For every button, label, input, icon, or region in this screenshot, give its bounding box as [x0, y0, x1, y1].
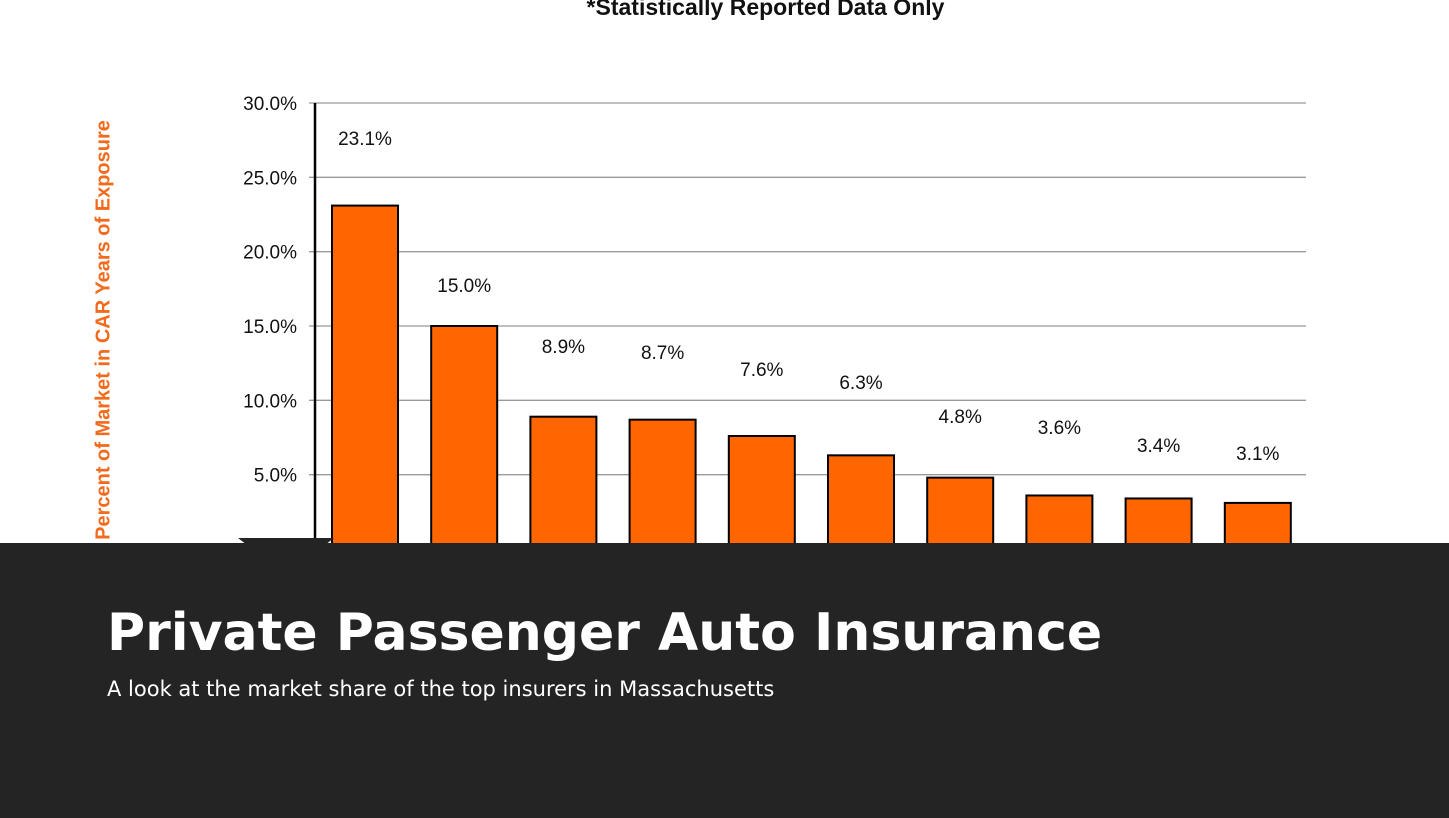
y-tick-label: 20.0% [243, 243, 297, 264]
bar [1124, 497, 1193, 551]
y-tick-label: 15.0% [243, 317, 297, 338]
caption-panel [0, 543, 1449, 818]
chart-note: *Statistically Reported Data Only [586, 0, 945, 20]
data-label: 23.1% [338, 129, 392, 150]
caption-pointer [238, 538, 334, 575]
bar [430, 325, 499, 550]
bars [331, 204, 1292, 551]
y-tick-label: 10.0% [243, 391, 297, 412]
data-label: 4.8% [939, 407, 982, 428]
bar [1223, 501, 1292, 550]
bar [331, 204, 399, 551]
bar [827, 454, 895, 550]
bar [628, 418, 697, 550]
data-label: 8.9% [542, 337, 585, 358]
data-label: 3.4% [1137, 436, 1180, 457]
y-tick-label: 30.0% [243, 94, 297, 115]
data-label: 6.3% [839, 373, 882, 394]
data-label: 8.7% [641, 343, 684, 364]
y-axis-label: Percent of Market in CAR Years of Exposu… [92, 120, 115, 540]
y-tick-label: 5.0% [254, 466, 297, 487]
bar [1025, 494, 1094, 551]
bar [926, 476, 995, 551]
page-title: Private Passenger Auto Insurance [107, 603, 1103, 663]
bar [529, 415, 598, 551]
data-labels: 23.1% 15.0% 8.9% 8.7% 7.6% 6.3% 4.8% 3.6% 3.4% 3.… [338, 129, 1279, 465]
data-label: 3.1% [1236, 444, 1279, 465]
y-tick-label: 25.0% [243, 168, 297, 189]
data-label: 7.6% [740, 360, 783, 381]
bar [727, 435, 796, 550]
page-subtitle: A look at the market share of the top in… [107, 677, 775, 701]
data-label: 15.0% [437, 276, 491, 297]
y-tick-labels: 0.0%5.0%10.0%15.0%20.0%25.0%30.0% [243, 94, 297, 561]
data-label: 3.6% [1038, 418, 1081, 439]
